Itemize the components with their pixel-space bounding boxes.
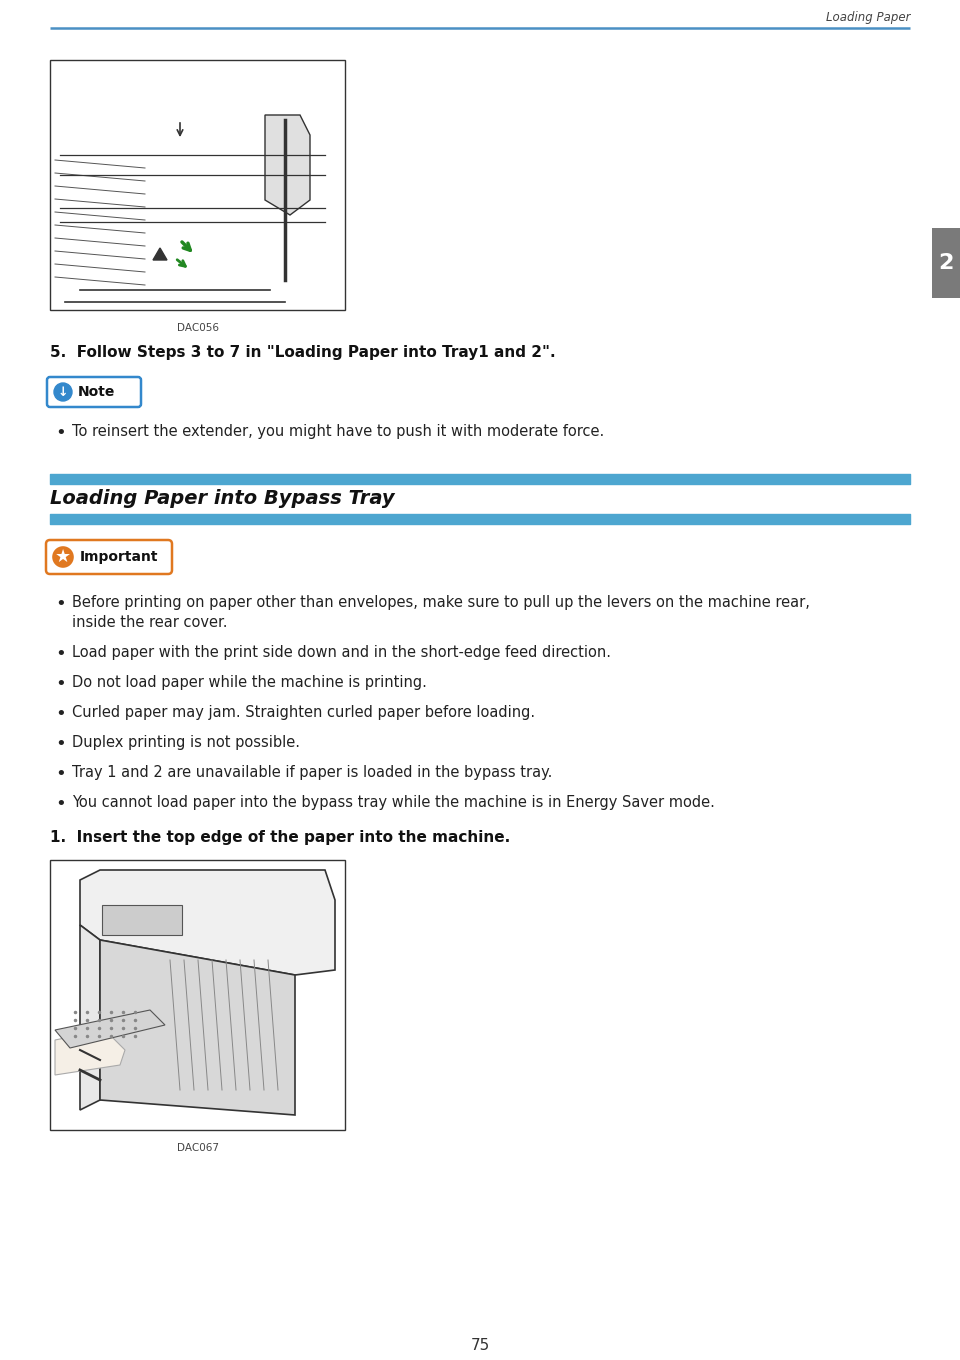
Text: inside the rear cover.: inside the rear cover. — [72, 615, 228, 630]
Text: •: • — [55, 675, 65, 694]
Text: 1.  Insert the top edge of the paper into the machine.: 1. Insert the top edge of the paper into… — [50, 830, 511, 845]
Text: ↓: ↓ — [58, 385, 68, 398]
Text: Tray 1 and 2 are unavailable if paper is loaded in the bypass tray.: Tray 1 and 2 are unavailable if paper is… — [72, 764, 552, 781]
Text: •: • — [55, 645, 65, 664]
Text: •: • — [55, 796, 65, 813]
Text: Important: Important — [80, 549, 158, 564]
Text: 2: 2 — [938, 253, 953, 273]
Text: •: • — [55, 764, 65, 783]
Polygon shape — [55, 1030, 125, 1074]
Polygon shape — [80, 925, 100, 1110]
Polygon shape — [265, 116, 310, 215]
Text: •: • — [55, 424, 65, 442]
Text: DAC056: DAC056 — [177, 324, 219, 333]
Text: ★: ★ — [55, 548, 71, 566]
Text: Note: Note — [78, 385, 115, 398]
Text: Loading Paper: Loading Paper — [826, 11, 910, 24]
Text: Do not load paper while the machine is printing.: Do not load paper while the machine is p… — [72, 675, 427, 690]
Text: To reinsert the extender, you might have to push it with moderate force.: To reinsert the extender, you might have… — [72, 424, 604, 439]
Text: 75: 75 — [470, 1337, 490, 1352]
Text: DAC067: DAC067 — [177, 1142, 219, 1153]
Circle shape — [54, 384, 72, 401]
Text: Duplex printing is not possible.: Duplex printing is not possible. — [72, 734, 300, 749]
FancyBboxPatch shape — [50, 60, 345, 310]
Text: Curled paper may jam. Straighten curled paper before loading.: Curled paper may jam. Straighten curled … — [72, 704, 535, 719]
FancyBboxPatch shape — [50, 860, 345, 1130]
Text: •: • — [55, 596, 65, 613]
FancyBboxPatch shape — [47, 377, 141, 407]
Text: •: • — [55, 734, 65, 753]
Polygon shape — [100, 940, 295, 1115]
Text: •: • — [55, 704, 65, 724]
Text: You cannot load paper into the bypass tray while the machine is in Energy Saver : You cannot load paper into the bypass tr… — [72, 796, 715, 811]
FancyBboxPatch shape — [46, 540, 172, 574]
Text: Before printing on paper other than envelopes, make sure to pull up the levers o: Before printing on paper other than enve… — [72, 596, 810, 611]
Polygon shape — [153, 248, 167, 260]
Polygon shape — [80, 870, 335, 975]
Text: Load paper with the print side down and in the short-edge feed direction.: Load paper with the print side down and … — [72, 645, 611, 660]
Text: Loading Paper into Bypass Tray: Loading Paper into Bypass Tray — [50, 490, 395, 509]
FancyBboxPatch shape — [102, 904, 182, 936]
Polygon shape — [55, 1010, 165, 1049]
FancyBboxPatch shape — [932, 228, 960, 298]
Text: 5.  Follow Steps 3 to 7 in "Loading Paper into Tray1 and 2".: 5. Follow Steps 3 to 7 in "Loading Paper… — [50, 345, 556, 360]
